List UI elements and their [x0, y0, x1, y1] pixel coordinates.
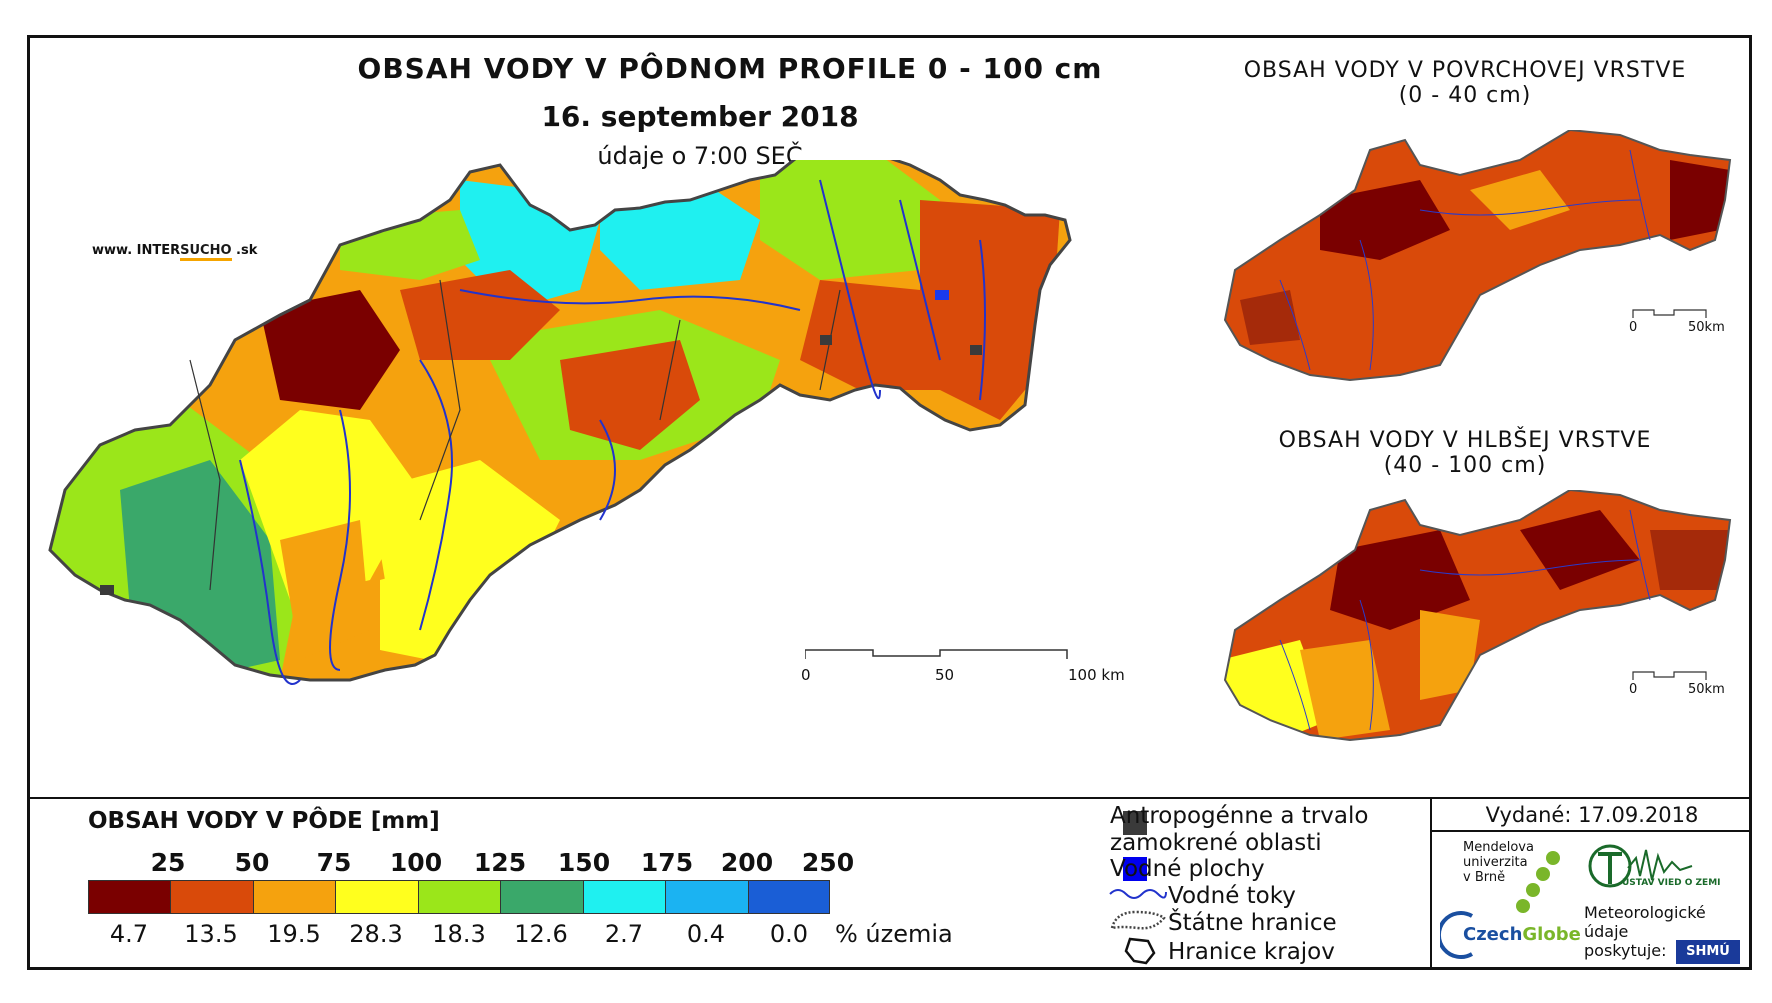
mendelu-logo: Mendelova univerzita v Brně [1463, 840, 1534, 885]
deep-layer-map [1223, 490, 1732, 742]
threshold-75: 75 [316, 848, 352, 877]
deep-layer-title-line2: (40 - 100 cm) [1383, 453, 1547, 478]
legend-class-5 [418, 880, 501, 914]
anthropogenic-label-line2: zamokrené oblasti [1110, 830, 1322, 856]
region-border-label: Hranice krajov [1168, 939, 1335, 965]
percent-class-8: 0.4 [686, 920, 726, 948]
surface-layer-map [1223, 130, 1732, 382]
meteo-line1: Meteorologické [1584, 903, 1706, 922]
state-border-label: Štátne hranice [1168, 910, 1337, 936]
region-border-icon [1124, 937, 1156, 965]
threshold-50: 50 [234, 848, 270, 877]
percent-class-5: 18.3 [432, 920, 486, 948]
deep-scale-start: 0 [1629, 682, 1638, 697]
czechglobe-logo: CzechGlobe [1463, 924, 1581, 945]
mendelu-line2: univerzita [1463, 855, 1528, 870]
url-highlight: SUCHO [180, 243, 232, 261]
map-time-note: údaje o 7:00 SEČ [597, 142, 803, 170]
threshold-150: 150 [557, 848, 611, 877]
czechglobe-part1: Czech [1463, 924, 1523, 945]
anthropogenic-swatch [1123, 811, 1147, 835]
threshold-250: 250 [801, 848, 855, 877]
surface-layer-title-line1: OBSAH VODY V POVRCHOVEJ VRSTVE [1243, 58, 1687, 83]
percent-class-6: 12.6 [514, 920, 568, 948]
state-border-icon [1110, 910, 1166, 930]
legend-class-9 [748, 880, 830, 914]
threshold-100: 100 [389, 848, 443, 877]
meteo-provider: Meteorologické údaje poskytuje: [1584, 903, 1706, 960]
legend-class-8 [665, 880, 749, 914]
main-scale-mid: 50 [935, 666, 955, 684]
mendelu-dots-icon [1516, 851, 1560, 913]
legend-divider [27, 797, 1752, 799]
surface-scale-end: 50km [1688, 320, 1725, 335]
deep-layer-title-line1: OBSAH VODY V HLBŠEJ VRSTVE [1278, 428, 1652, 453]
legend-class-7 [583, 880, 666, 914]
surface-scale-bar: 0 50km [1629, 306, 1725, 340]
main-scale-end: 100 km [1068, 666, 1125, 684]
map-title: OBSAH VODY V PÔDNOM PROFILE 0 - 100 cm [357, 52, 1103, 85]
legend-title: OBSAH VODY V PÔDE [mm] [88, 808, 440, 834]
map-date: 16. september 2018 [541, 100, 859, 133]
czechglobe-part2: Globe [1522, 924, 1581, 945]
credits-divider [1430, 797, 1432, 970]
url-prefix: www. INTER [92, 243, 181, 258]
threshold-175: 175 [640, 848, 694, 877]
water-bodies-swatch [1123, 857, 1147, 881]
legend-class-3 [253, 880, 336, 914]
url-suffix: .sk [231, 243, 258, 258]
rivers-icon [1109, 889, 1167, 899]
water-bodies-label: Vodné plochy [1110, 856, 1265, 882]
percent-class-7: 2.7 [604, 920, 644, 948]
uvz-label: ÚSTAV VIED O ZEMI [1622, 878, 1721, 888]
intersucho-url[interactable]: www. INTERSUCHO .sk [92, 243, 258, 261]
deep-scale-end: 50km [1688, 682, 1725, 697]
threshold-200: 200 [720, 848, 774, 877]
legend-class-6 [500, 880, 584, 914]
percent-class-1: 4.7 [109, 920, 149, 948]
deep-layer-title: OBSAH VODY V HLBŠEJ VRSTVE (40 - 100 cm) [1205, 428, 1725, 478]
legend-class-2 [170, 880, 254, 914]
map-frame [27, 35, 1752, 970]
legend-class-4 [335, 880, 419, 914]
mendelu-line1: Mendelova [1463, 840, 1534, 855]
deep-scale-line [1632, 671, 1707, 680]
rivers-label: Vodné toky [1168, 883, 1296, 909]
main-scale-line [805, 649, 1068, 659]
percent-class-2: 13.5 [184, 920, 238, 948]
legend-class-1 [88, 880, 171, 914]
main-scale-start: 0 [801, 666, 811, 684]
percent-label: % územia [835, 920, 953, 948]
surface-layer-title: OBSAH VODY V POVRCHOVEJ VRSTVE (0 - 40 c… [1205, 58, 1725, 108]
percent-class-9: 0.0 [769, 920, 809, 948]
threshold-125: 125 [473, 848, 527, 877]
anthropogenic-label: Antropogénne a trvalo zamokrené oblasti [1110, 803, 1368, 857]
surface-scale-start: 0 [1629, 320, 1638, 335]
anthropogenic-label-line1: Antropogénne a trvalo [1110, 803, 1369, 829]
percent-class-3: 19.5 [267, 920, 321, 948]
shmu-logo: SHMÚ [1676, 940, 1740, 964]
deep-scale-bar: 0 50km [1629, 668, 1725, 702]
uvz-logo-icon [1588, 844, 1693, 888]
meteo-line3: poskytuje: [1584, 941, 1667, 960]
czechglobe-arc-icon [1440, 911, 1474, 959]
main-scale-bar: 0 50 100 km [801, 644, 1125, 684]
threshold-25: 25 [150, 848, 186, 877]
meteo-line2: údaje [1584, 922, 1629, 941]
issued-divider [1430, 830, 1752, 832]
surface-layer-title-line2: (0 - 40 cm) [1398, 83, 1532, 108]
mendelu-line3: v Brně [1463, 870, 1506, 885]
main-soil-water-map [48, 160, 1072, 685]
percent-class-4: 28.3 [349, 920, 403, 948]
issued-date: Vydané: 17.09.2018 [1485, 803, 1699, 827]
surface-scale-line [1632, 309, 1707, 318]
